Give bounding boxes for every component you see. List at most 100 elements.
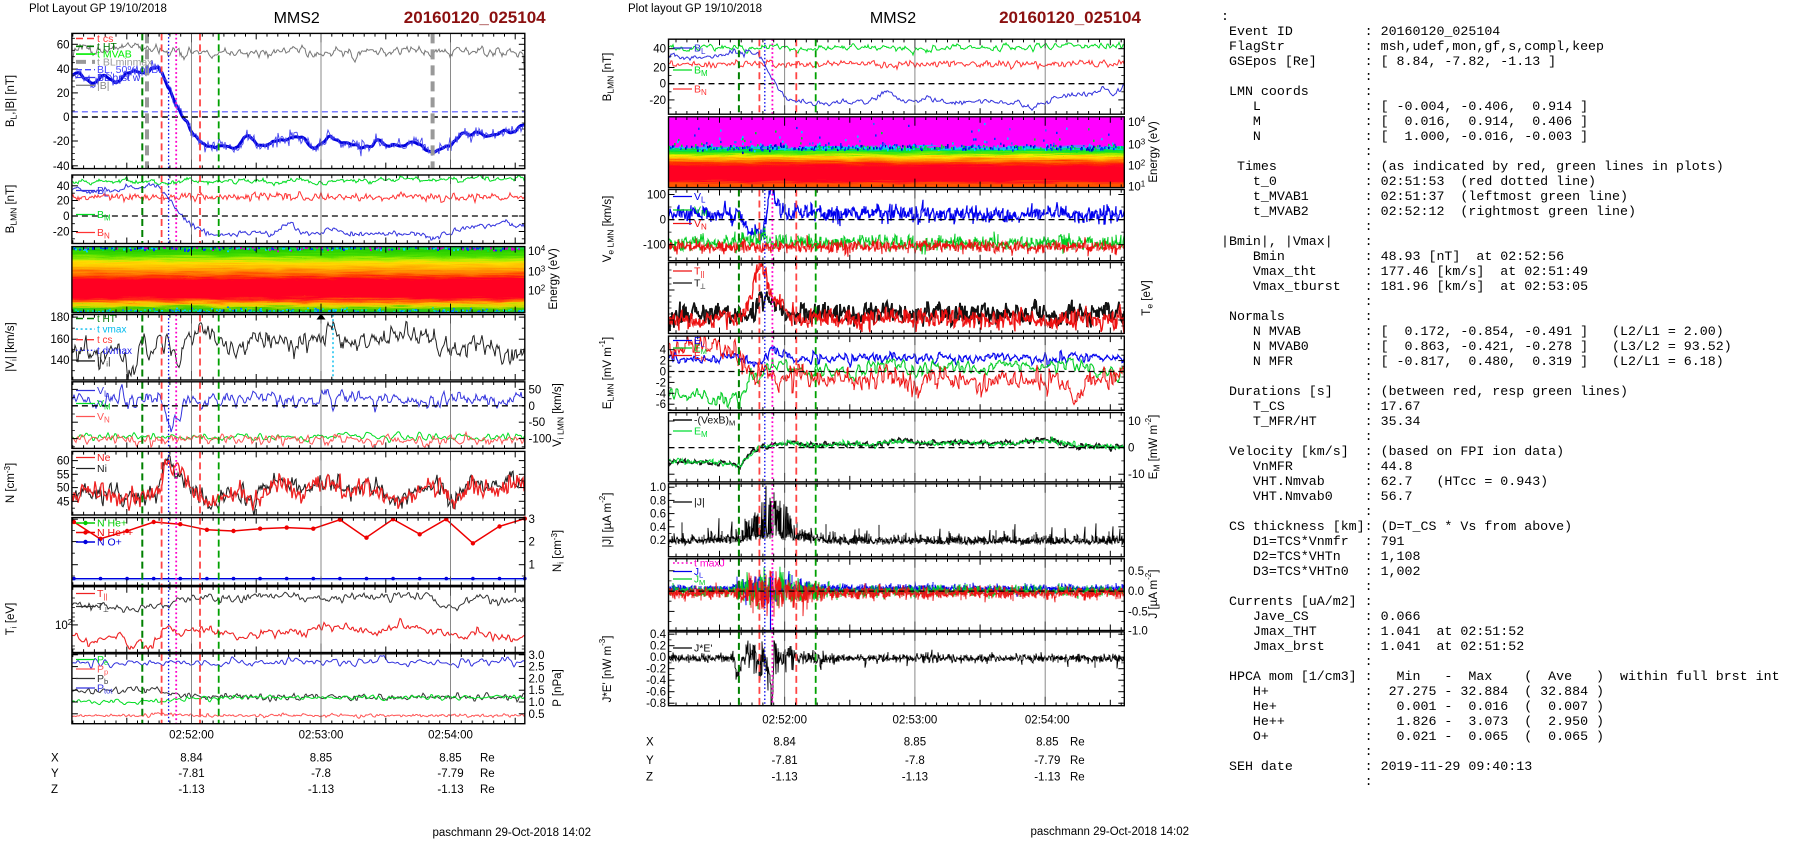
svg-text:3: 3 [529,514,535,526]
svg-text:Ne: Ne [97,452,111,464]
svg-text:BLMN [nT]: BLMN [nT] [602,53,616,102]
svg-text:0: 0 [660,215,666,227]
svg-text:02:52:00: 02:52:00 [762,715,807,727]
svg-text:Pp: Pp [97,664,108,677]
svg-text:-20: -20 [53,136,70,148]
svg-text:-100: -100 [643,240,666,252]
svg-text:40: 40 [57,181,70,193]
svg-text:BL,|B| [nT]: BL,|B| [nT] [5,75,19,127]
svg-text:4: 4 [660,345,667,357]
svg-text:Te [eV]: Te [eV] [1141,280,1155,315]
svg-text:-50: -50 [529,417,546,429]
svg-text:MMS2: MMS2 [870,10,916,27]
svg-text:Z: Z [646,772,653,784]
svg-text:180: 180 [50,312,69,324]
svg-text:8.85: 8.85 [1036,737,1058,749]
svg-text:t BLminmax: t BLminmax [97,56,153,68]
svg-text:1.0: 1.0 [529,697,545,709]
svg-text:8.84: 8.84 [773,737,796,749]
svg-text:-7.81: -7.81 [178,768,204,780]
svg-text:X: X [646,737,654,749]
svg-text:50: 50 [529,384,542,396]
svg-text:P [nPa]: P [nPa] [552,669,564,707]
svg-text:t cs: t cs [97,33,113,45]
svg-text:Pe: Pe [97,654,108,667]
svg-text:Ve LMN [km/s]: Ve LMN [km/s] [602,196,616,263]
svg-text:t dvmax: t dvmax [97,346,132,357]
svg-text:20: 20 [57,88,70,100]
svg-text:BLMN [nT]: BLMN [nT] [5,185,19,234]
svg-text:60: 60 [57,39,70,51]
svg-text:Ti [eV]: Ti [eV] [5,603,19,636]
svg-text:0.6: 0.6 [650,509,666,521]
svg-text:3.0: 3.0 [529,650,545,662]
svg-text:20: 20 [653,63,666,75]
svg-text:0.4: 0.4 [650,522,667,534]
svg-text:t MVAB: t MVAB [97,49,132,61]
svg-text:1: 1 [529,560,535,572]
svg-text:Pb: Pb [97,673,108,686]
svg-text:-1.0: -1.0 [1128,625,1148,637]
svg-text:JL: JL [694,567,703,580]
svg-text:0: 0 [1128,443,1134,455]
svg-text:8.85: 8.85 [310,753,332,765]
svg-text:Energy (eV): Energy (eV) [548,248,560,310]
svg-text:Ni: Ni [97,463,107,475]
svg-text:|Vi| [km/s]: |Vi| [km/s] [5,322,19,371]
svg-text:-7.8: -7.8 [905,755,925,767]
svg-text:160: 160 [50,334,69,346]
svg-text:Energy (eV): Energy (eV) [1148,121,1160,183]
svg-text:Re: Re [480,768,495,780]
svg-text:-7.79: -7.79 [1034,755,1060,767]
svg-text:1.0: 1.0 [650,482,666,494]
svg-text:-0.2: -0.2 [646,664,666,676]
svg-text:-1.13: -1.13 [1034,772,1060,784]
svg-text:-20: -20 [53,227,70,239]
svg-text:Re: Re [1070,772,1085,784]
svg-text:0: 0 [63,112,69,124]
svg-text:20160120_025104: 20160120_025104 [404,8,546,27]
svg-text:N He+: N He+ [97,518,127,530]
svg-text:50: 50 [57,483,70,495]
svg-text:100: 100 [647,190,666,202]
svg-text:45: 45 [57,496,70,508]
svg-text:t cs: t cs [97,335,113,346]
svg-text:2.5: 2.5 [529,662,545,674]
svg-text:T||: T|| [694,266,704,279]
svg-text:BL brst w: BL brst w [97,72,141,84]
svg-text:-0.4: -0.4 [646,675,666,687]
svg-text:-7.8: -7.8 [311,768,331,780]
svg-text:20: 20 [57,196,70,208]
svg-text:02:53:00: 02:53:00 [893,715,938,727]
svg-text:|J|: |J| [694,497,705,509]
svg-text:EM: EM [694,344,707,357]
svg-text:Y: Y [646,755,654,767]
svg-text:-40: -40 [53,161,70,173]
svg-text:55: 55 [57,469,70,481]
svg-text:02:54:00: 02:54:00 [428,730,473,742]
svg-text:t HT: t HT [97,41,117,53]
svg-text:T⟂: T⟂ [694,278,706,291]
svg-text:-2: -2 [656,377,666,389]
svg-text:0: 0 [660,367,666,379]
svg-text:-6: -6 [656,399,666,411]
svg-text:0: 0 [63,211,69,223]
svg-text:N O+: N O+ [97,537,122,549]
svg-text:Ni [cm-3]: Ni [cm-3] [550,530,566,572]
svg-text:|J| [µA m-2]: |J| [µA m-2] [598,493,614,548]
svg-text:-1.13: -1.13 [308,784,334,796]
svg-text:N He++: N He++ [97,527,133,539]
svg-text:0.0: 0.0 [650,652,666,664]
svg-text:Plot layout GP 19/10/2018: Plot layout GP 19/10/2018 [628,3,762,15]
svg-text:T⟂: T⟂ [97,601,109,614]
svg-text:2.0: 2.0 [529,673,545,685]
svg-text:|B|: |B| [97,80,109,92]
svg-text:2: 2 [529,537,535,549]
svg-text:T||: T|| [97,588,107,601]
svg-text:-4: -4 [656,388,667,400]
svg-text:-1.13: -1.13 [437,784,463,796]
svg-text:MMS2: MMS2 [274,10,320,27]
svg-text:t vmax: t vmax [97,325,126,336]
svg-text:Re: Re [1070,737,1085,749]
svg-text:02:54:00: 02:54:00 [1025,715,1070,727]
